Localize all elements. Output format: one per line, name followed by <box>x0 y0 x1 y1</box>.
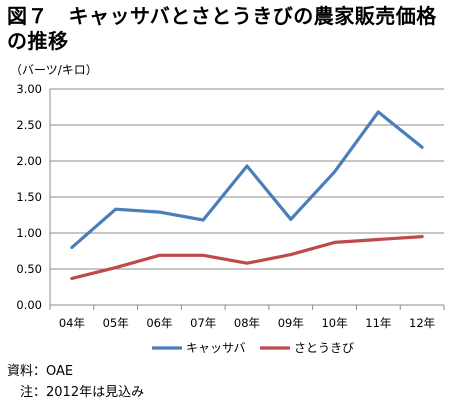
data-point <box>377 238 380 241</box>
data-point <box>333 170 336 173</box>
data-point <box>289 253 292 256</box>
data-point <box>377 110 380 114</box>
footnote: 注：2012年は見込み <box>7 385 145 400</box>
x-tick-label: 09年 <box>278 316 304 330</box>
y-tick-label: 1.50 <box>16 190 42 204</box>
x-axis-ticks: 04年 05年 06年 07年 08年 09年 10年 11年 12年 <box>49 305 445 330</box>
data-point <box>70 277 74 280</box>
data-point <box>245 164 249 168</box>
y-tick-label: 3.00 <box>16 82 42 96</box>
chart-title: 図７ キャッサバとさとうきびの農家販売価格の推移 <box>7 4 437 53</box>
legend: キャッサバ さとうきび <box>152 341 354 355</box>
data-point <box>420 235 424 238</box>
data-point <box>245 262 249 265</box>
series-line-0 <box>70 110 424 249</box>
x-tick-label: 06年 <box>146 316 172 330</box>
source-note: 資料：OAE <box>7 364 74 379</box>
y-tick-label: 1.00 <box>16 226 42 240</box>
x-tick-label: 11年 <box>365 316 391 330</box>
data-point <box>158 254 161 257</box>
data-point <box>333 241 336 244</box>
x-tick-label: 08年 <box>234 316 260 330</box>
data-point <box>114 266 117 269</box>
data-point <box>70 246 74 249</box>
data-point <box>158 210 161 214</box>
y-tick-label: 0.00 <box>16 298 42 312</box>
data-point <box>202 218 205 222</box>
y-axis-unit-label: （バーツ/キロ） <box>10 63 98 77</box>
y-axis-ticks: 0.00 0.50 1.00 1.50 2.00 2.50 3.00 <box>16 82 42 312</box>
legend-label: さとうきび <box>294 341 354 355</box>
series-lines <box>70 110 424 280</box>
x-tick-label: 10年 <box>321 316 347 330</box>
x-tick-label: 04年 <box>59 316 85 330</box>
series-line-1 <box>70 235 424 280</box>
y-tick-label: 2.50 <box>16 118 42 132</box>
data-point <box>202 254 205 257</box>
y-tick-label: 2.00 <box>16 154 42 168</box>
x-tick-label: 07年 <box>190 316 216 330</box>
x-tick-label: 12年 <box>409 316 435 330</box>
data-point <box>420 146 424 149</box>
y-tick-label: 0.50 <box>16 262 42 276</box>
legend-label: キャッサバ <box>186 341 246 355</box>
x-tick-label: 05年 <box>103 316 129 330</box>
data-point <box>114 208 117 211</box>
gridlines <box>49 88 444 306</box>
data-point <box>289 218 292 221</box>
